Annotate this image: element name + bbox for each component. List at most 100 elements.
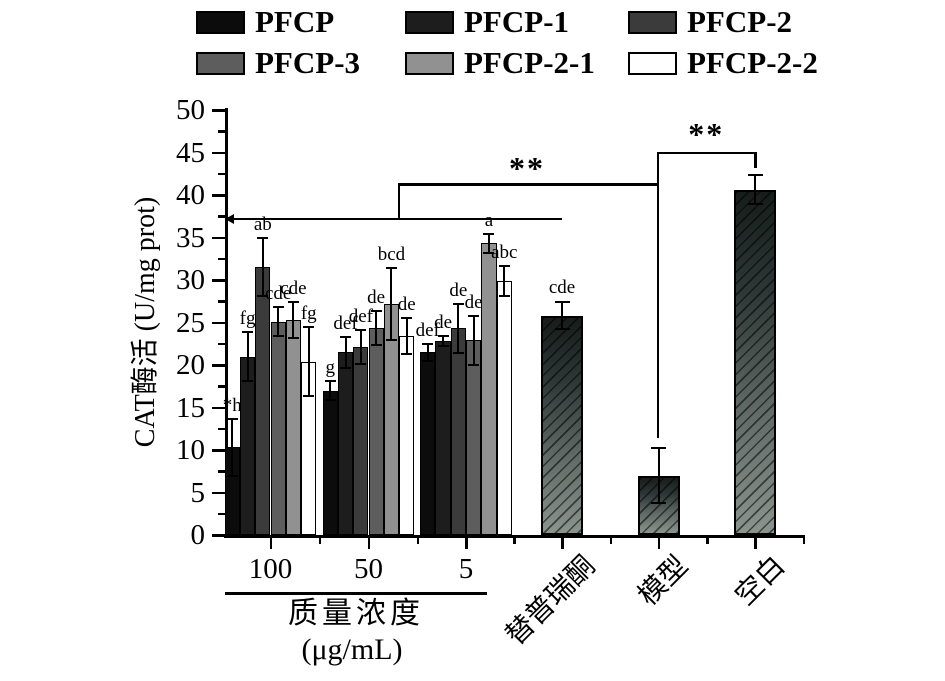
y-minor-tick: [218, 470, 225, 473]
error-bar: [246, 331, 249, 382]
x-major-tick: [561, 537, 564, 549]
y-tick-label: 50: [176, 94, 205, 126]
error-bar-cap: [340, 366, 352, 369]
sig-bracket-vertical: [656, 151, 659, 439]
error-bar-cap: [651, 447, 666, 450]
y-tick-label: 20: [176, 349, 205, 381]
bar: [322, 390, 338, 535]
error-bar: [503, 265, 506, 297]
error-bar-cap: [324, 398, 336, 401]
y-minor-tick: [218, 342, 225, 346]
sig-letter: def: [348, 306, 373, 328]
sig-letter: def: [415, 319, 440, 341]
legend-item: PFCP-2: [628, 4, 793, 39]
y-minor-tick: [218, 130, 225, 133]
sig-letter: de: [367, 287, 386, 309]
bar: [450, 328, 466, 535]
y-tick-label: 30: [176, 264, 205, 296]
y-axis-line: [225, 108, 228, 537]
error-bar: [359, 330, 362, 365]
sig-letter: cde: [280, 278, 307, 300]
legend-label: PFCP-2: [687, 4, 793, 39]
bar: [285, 319, 302, 535]
x-minor-tick: [706, 537, 709, 544]
error-bar: [292, 302, 295, 338]
sig-letter: cde: [548, 277, 576, 299]
error-bar-cap: [370, 310, 382, 313]
y-minor-tick: [218, 215, 225, 218]
legend-swatch-pfcp: [196, 10, 245, 34]
sig-letter: de: [434, 312, 453, 334]
y-minor-tick: [218, 512, 225, 516]
x-major-tick: [657, 537, 660, 549]
error-bar-cap: [651, 501, 666, 504]
dose-axis-unit: (μg/mL): [301, 633, 403, 666]
y-minor-tick: [218, 257, 225, 261]
error-bar: [277, 307, 280, 337]
x-major-tick: [754, 537, 757, 549]
error-bar: [329, 381, 332, 400]
y-major-tick: [212, 109, 225, 112]
x-minor-tick: [416, 537, 419, 544]
sig-bracket-line: [397, 183, 657, 186]
bar: [270, 321, 286, 535]
error-bar-cap: [498, 264, 510, 267]
sig-letter: bcd: [377, 244, 406, 266]
x-minor-tick: [513, 537, 516, 544]
rotated-x-label: 模型: [632, 550, 695, 612]
y-tick-label: 0: [190, 519, 206, 551]
y-tick-label: 40: [176, 179, 205, 211]
y-major-tick: [212, 534, 225, 537]
error-bar: [405, 318, 408, 354]
legend-item: PFCP-2-2: [628, 47, 818, 78]
x-tick-label: 100: [248, 553, 293, 585]
sig-bracket-top-line: [656, 151, 756, 155]
error-bar-cap: [422, 359, 434, 362]
y-major-tick: [212, 449, 225, 452]
error-bar-cap: [370, 344, 382, 347]
error-bar-cap: [554, 328, 570, 331]
x-minor-tick: [318, 537, 321, 544]
error-bar: [561, 302, 563, 330]
sig-letter: abc: [491, 241, 518, 263]
error-bar-cap: [747, 203, 763, 206]
sig-letter: de: [464, 291, 483, 313]
treatment-span-line: [233, 217, 562, 221]
sig-letter: cde: [264, 283, 292, 305]
bar: [420, 352, 436, 535]
x-major-tick: [367, 537, 370, 549]
y-major-tick: [212, 364, 225, 367]
x-tick-label: 50: [354, 553, 383, 585]
bar: [255, 267, 271, 535]
y-tick-label: 45: [176, 136, 205, 169]
bar: [368, 328, 384, 535]
bar: [496, 280, 512, 535]
error-bar-cap: [303, 395, 315, 398]
legend-swatch-pfcp-2-1: [405, 51, 454, 75]
y-major-tick: [212, 491, 225, 494]
error-bar: [390, 268, 393, 340]
error-bar-cap: [355, 363, 367, 366]
bar: [239, 356, 256, 535]
error-bar: [261, 238, 264, 297]
sig-letter: fg: [239, 307, 256, 329]
sig-bracket-riser: [397, 183, 400, 218]
treatment-span-arrow-icon: [225, 213, 234, 224]
y-major-tick: [212, 406, 225, 409]
error-bar-cap: [483, 233, 495, 236]
error-bar-cap: [554, 301, 570, 304]
bar: [337, 352, 354, 535]
legend-label: PFCP: [255, 4, 335, 39]
y-minor-tick: [218, 172, 225, 176]
error-bar: [231, 419, 234, 476]
error-bar-cap: [401, 317, 413, 320]
error-bar: [754, 175, 756, 205]
error-bar-cap: [324, 380, 336, 383]
legend-item: PFCP-2-1: [405, 47, 595, 78]
error-bar-cap: [226, 418, 238, 421]
y-major-tick: [212, 236, 225, 239]
bar: [481, 243, 497, 535]
error-bar-cap: [468, 314, 480, 317]
x-minor-tick: [609, 537, 612, 544]
